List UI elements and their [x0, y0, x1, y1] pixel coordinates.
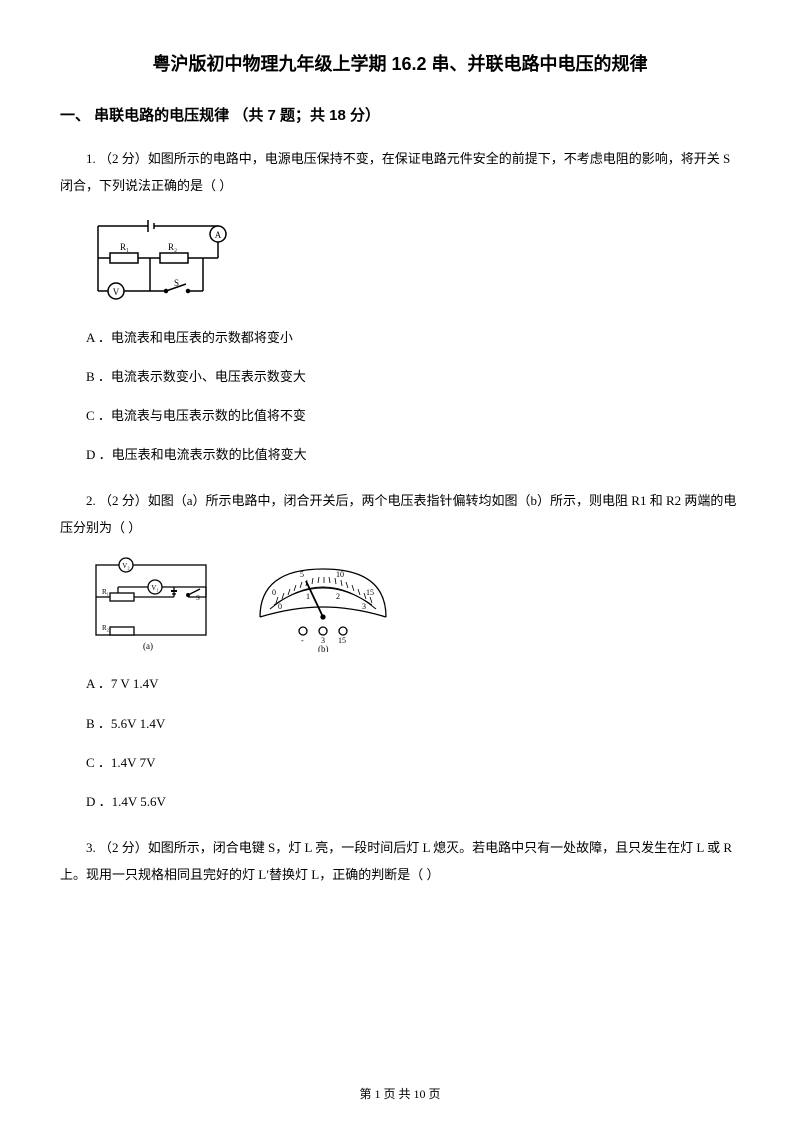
- section-1-header: 一、 串联电路的电压规律 （共 7 题；共 18 分）: [60, 104, 740, 125]
- q1-option-b: B ．电流表示数变小、电压表示数变大: [60, 363, 740, 390]
- question-2-options: A ．7 V 1.4V B ．5.6V 1.4V C ．1.4V 7V D ．1…: [60, 670, 740, 815]
- term-15: 15: [338, 636, 346, 645]
- figure-q2: V₂ V₁ R₁ R₂ S (a): [88, 557, 740, 652]
- q1-option-a: A ．电流表和电压表的示数都将变小: [60, 324, 740, 351]
- v2-label: V₂: [122, 562, 130, 570]
- question-1-options: A ．电流表和电压表的示数都将变小 B ．电流表示数变小、电压表示数变大 C ．…: [60, 324, 740, 469]
- question-3-stem: 3. （2 分）如图所示，闭合电键 S，灯 L 亮，一段时间后灯 L 熄灭。若电…: [60, 834, 740, 889]
- fig-a-label: (a): [143, 641, 153, 651]
- question-2-stem: 2. （2 分）如图（a）所示电路中，闭合开关后，两个电压表指针偏转均如图（b）…: [60, 487, 740, 542]
- q2-option-b: B ．5.6V 1.4V: [60, 710, 740, 737]
- figure-q1-circuit: A V R₁ R₂ S: [88, 216, 740, 306]
- r2-label: R₂: [168, 242, 177, 252]
- switch-label-2: S: [196, 594, 200, 602]
- r2-label-2: R₂: [102, 624, 110, 632]
- scale-0-bot: 0: [278, 602, 282, 611]
- q2-option-c: C ．1.4V 7V: [60, 749, 740, 776]
- v1-label: V₁: [151, 584, 159, 592]
- scale-5: 5: [300, 570, 304, 579]
- scale-15: 15: [366, 588, 374, 597]
- question-1-stem: 1. （2 分）如图所示的电路中，电源电压保持不变，在保证电路元件安全的前提下，…: [60, 145, 740, 200]
- q2-option-a: A ．7 V 1.4V: [60, 670, 740, 697]
- voltmeter-label: V: [113, 287, 120, 297]
- q1-option-d: D ．电压表和电流表示数的比值将变大: [60, 441, 740, 468]
- page-title: 粤沪版初中物理九年级上学期 16.2 串、并联电路中电压的规律: [60, 50, 740, 76]
- switch-label: S: [174, 278, 179, 288]
- q2-option-d: D ．1.4V 5.6V: [60, 788, 740, 815]
- scale-0-top: 0: [272, 588, 276, 597]
- ammeter-label: A: [215, 230, 222, 240]
- r1-label-2: R₁: [102, 588, 109, 596]
- r1-label: R₁: [120, 242, 129, 252]
- fig-b-label: (b): [318, 644, 329, 652]
- page-footer: 第 1 页 共 10 页: [0, 1085, 800, 1102]
- scale-2: 2: [336, 592, 340, 601]
- scale-3: 3: [362, 602, 366, 611]
- q1-option-c: C ．电流表与电压表示数的比值将不变: [60, 402, 740, 429]
- scale-1: 1: [306, 592, 310, 601]
- scale-10: 10: [336, 570, 344, 579]
- term-minus: -: [301, 636, 304, 645]
